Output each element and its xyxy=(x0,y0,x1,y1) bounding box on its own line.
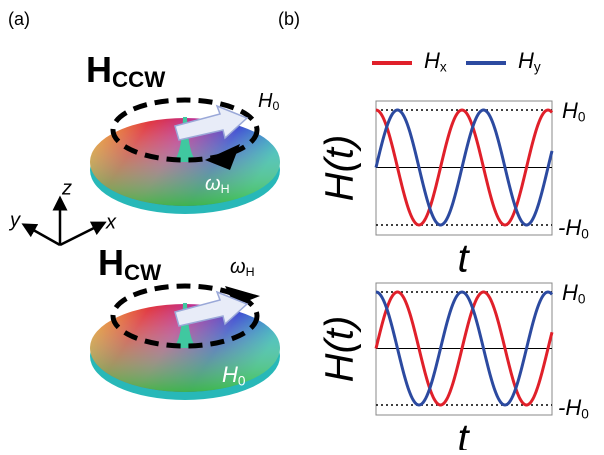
field-label-base: H xyxy=(98,242,124,283)
y-label: H(t) xyxy=(318,135,362,202)
wave xyxy=(374,290,554,407)
x-label: t xyxy=(457,237,470,281)
level-label-sub: 0 xyxy=(578,109,586,124)
panel-label: (b) xyxy=(278,9,300,29)
axis-label: x xyxy=(105,211,117,233)
axis-label: y xyxy=(8,209,21,231)
field-label-sub: CCW xyxy=(112,67,166,92)
field-loop xyxy=(110,283,260,349)
legend-label: Hx xyxy=(424,48,447,74)
level-label-base: H xyxy=(562,98,578,123)
level-label: -H0 xyxy=(558,395,589,421)
legend-label: Hy xyxy=(518,48,541,74)
rotation-arrow xyxy=(205,144,240,170)
omega-label-sub: H xyxy=(246,265,255,279)
level-label-base: -H xyxy=(558,215,581,240)
legend-label-sub: x xyxy=(440,59,447,74)
level-label-base: H xyxy=(562,280,578,305)
wave xyxy=(375,108,554,227)
amplitude-label-sub: 0 xyxy=(272,99,279,113)
omega-label-base: ω xyxy=(205,173,221,195)
core xyxy=(173,303,197,348)
omega-label: ωH xyxy=(205,173,230,196)
field-label-sub: CW xyxy=(124,260,162,285)
amplitude-label-sub: 0 xyxy=(238,373,246,388)
core xyxy=(173,117,197,162)
level-label-base: -H xyxy=(558,395,581,420)
field-label: HCCW xyxy=(86,49,166,92)
level-label: H0 xyxy=(562,280,586,306)
amplitude-label-base: H xyxy=(258,90,273,112)
legend-label-base: H xyxy=(518,48,534,73)
axis-arrow xyxy=(21,223,61,247)
legend-label-sub: y xyxy=(534,59,541,74)
level-label-sub: 0 xyxy=(581,226,589,241)
x-label: t xyxy=(457,417,470,450)
level-label: -H0 xyxy=(558,215,589,241)
field-loop xyxy=(110,97,260,163)
legend-label-base: H xyxy=(424,48,440,73)
omega-label-base: ω xyxy=(230,256,246,278)
level-label-sub: 0 xyxy=(578,291,586,306)
field-label-base: H xyxy=(86,49,112,90)
axis-arrow xyxy=(59,221,107,247)
level-label: H0 xyxy=(562,98,586,124)
amplitude-label: H0 xyxy=(222,362,246,388)
y-label: H(t) xyxy=(318,316,362,383)
field-label: HCW xyxy=(98,242,162,285)
level-label-sub: 0 xyxy=(581,406,589,421)
field-arrow xyxy=(174,290,249,327)
amplitude-label: H0 xyxy=(258,90,279,113)
omega-label: ωH xyxy=(230,256,255,279)
wave xyxy=(374,108,554,227)
amplitude-label-base: H xyxy=(222,362,238,387)
omega-label-sub: H xyxy=(221,182,230,196)
axis-label: z xyxy=(61,177,72,199)
wave xyxy=(375,290,554,407)
field-arrow xyxy=(174,104,249,141)
panel-label: (a) xyxy=(8,9,30,29)
